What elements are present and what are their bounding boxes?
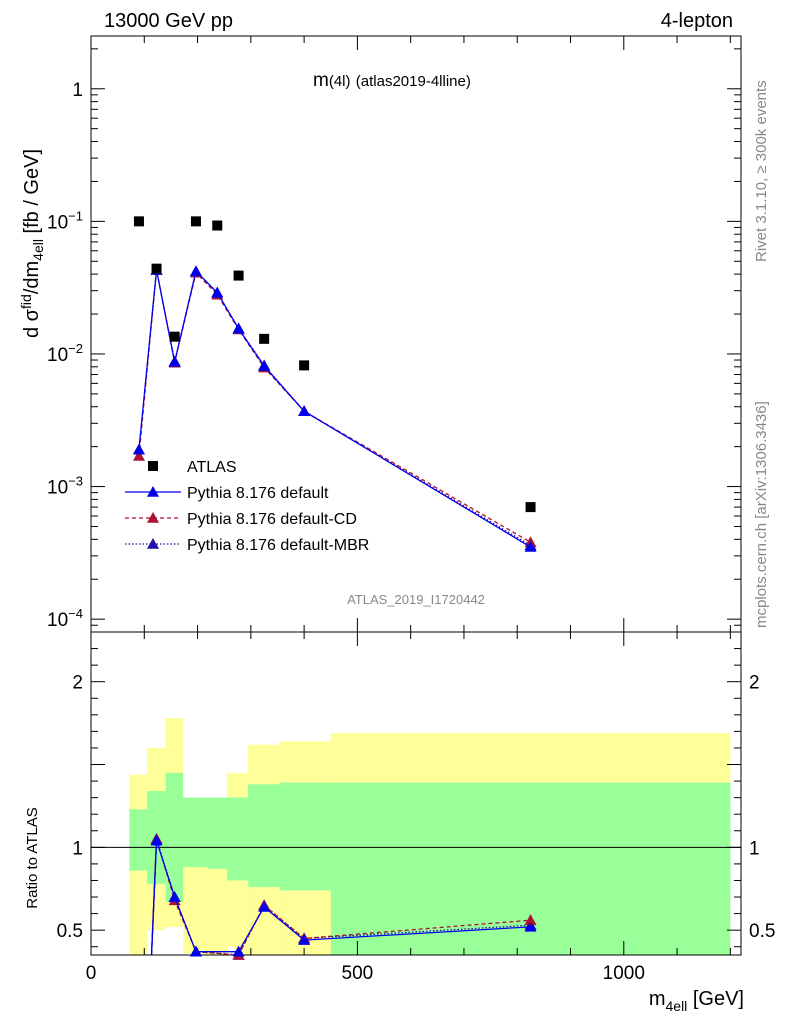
data-point-4: [212, 220, 223, 231]
legend-marker-0: [148, 461, 158, 471]
main-y-tick-label-2: 10−2: [47, 341, 83, 366]
chart-marks: [132, 216, 537, 960]
main-point-series-1-0: [132, 449, 145, 461]
ratio-y-tick-label-right-1: 1: [749, 838, 760, 859]
mcplots-label: mcplots.cern.ch [arXiv:1306.3436]: [753, 401, 770, 628]
ratio-y-tick-label-left-0: 0.5: [57, 921, 83, 942]
band-section-mid-5: [280, 782, 331, 888]
x-tick-label-0: 0: [86, 963, 97, 984]
header-right: 4-lepton: [661, 10, 733, 32]
outer-fill-2: [226, 880, 249, 955]
main-line-series-0: [138, 269, 531, 548]
plot-title-main: m: [313, 70, 329, 91]
main-point-series-0-3: [189, 265, 202, 277]
main-point-series-0-8: [524, 541, 537, 552]
ratio-point-series-0-3: [232, 945, 245, 957]
band-section-mid-2: [208, 797, 227, 869]
plot-title-paren: (4l): [329, 73, 351, 90]
plot-title: m(4l) (atlas2019-4lline): [313, 70, 471, 91]
main-y-tick-label-3: 10−1: [47, 208, 83, 233]
ratio-y-tick-label-left-2: 2: [72, 673, 83, 694]
legend-label-2: Pythia 8.176 default-CD: [187, 511, 357, 528]
x-tick-label-1: 500: [342, 963, 374, 984]
outer-fill-3: [248, 887, 281, 955]
ratio-y-tick-label-left-1: 1: [72, 838, 83, 859]
band-section-mid-1: [183, 797, 209, 866]
ratio-y-tick-label-right-0: 0.5: [749, 921, 775, 942]
inner-band-2: [165, 772, 184, 902]
data-point-6: [259, 333, 270, 344]
main-y-tick-label-0: 10−4: [47, 606, 83, 631]
data-point-8: [525, 502, 536, 513]
main-point-series-0-6: [258, 360, 271, 371]
ratio-point-series-0-6: [524, 920, 537, 932]
ratio-point-series-0-4: [258, 900, 271, 912]
x-axis-label: m4ell [GeV]: [649, 988, 744, 1014]
plot-title-sub: (atlas2019-4lline): [356, 73, 471, 90]
data-point-1: [151, 263, 162, 274]
legend-marker-3: [147, 538, 159, 549]
x-tick-label-2: 1000: [603, 963, 645, 984]
band-section-mid-6: [330, 782, 731, 893]
data-point-2: [169, 331, 180, 342]
legend-label-3: Pythia 8.176 default-MBR: [187, 537, 369, 554]
outer-fill-4: [280, 890, 331, 955]
main-point-series-0-5: [232, 322, 245, 334]
main-y-tick-label-1: 10−3: [47, 474, 83, 499]
ratio-point-series-0-5: [298, 934, 311, 945]
legend-marker-1: [147, 486, 159, 497]
band-section-mid-4: [248, 784, 281, 884]
axes: 0 500 1000 10−4 10−3 10−2 10−1 1 0.5 0.5 1 1 2 2: [47, 35, 775, 984]
main-point-series-0-0: [132, 443, 145, 455]
main-line-series-2: [138, 269, 531, 546]
white-gap-2: [226, 946, 235, 955]
ratio-point-series-0-1: [168, 891, 181, 902]
analysis-id: ATLAS_2019_I1720442: [347, 592, 485, 607]
ratio-point-series-0-2: [189, 945, 202, 957]
data-point-5: [233, 270, 244, 281]
inner-band-0: [129, 809, 147, 871]
white-gap-1: [183, 953, 198, 955]
white-gap-0: [165, 926, 184, 955]
main-y-tick-label-4: 1: [72, 80, 83, 101]
band-section-mid-3: [226, 797, 249, 876]
legend-marker-2: [147, 512, 159, 523]
data-point-0: [133, 216, 144, 227]
ratio-error-bands: [129, 718, 731, 955]
ratio-drop-series-0: [150, 840, 158, 956]
y-axis-label: d σfid/dm4ell [fb / GeV]: [18, 149, 46, 338]
main-point-series-0-4: [211, 286, 224, 298]
ratio-frame: [90, 631, 742, 956]
header-left: 13000 GeV pp: [104, 10, 233, 32]
data-point-7: [299, 360, 310, 371]
legend-label-0: ATLAS: [187, 459, 237, 476]
outer-fill-1: [208, 872, 227, 955]
ratio-axis-label: Ratio to ATLAS: [24, 807, 41, 908]
ratio-point-series-0-0: [150, 834, 163, 846]
main-point-series-0-7: [298, 405, 311, 417]
rivet-label: Rivet 3.1.10, ≥ 300k events: [753, 80, 770, 262]
legend-label-1: Pythia 8.176 default: [187, 485, 329, 502]
ratio-y-tick-label-right-2: 2: [749, 673, 760, 694]
main-point-series-0-2: [168, 355, 181, 367]
data-point-3: [190, 216, 201, 227]
legend: ATLAS Pythia 8.176 default Pythia 8.176 de…: [125, 459, 369, 554]
outer-fill-0: [183, 867, 209, 955]
